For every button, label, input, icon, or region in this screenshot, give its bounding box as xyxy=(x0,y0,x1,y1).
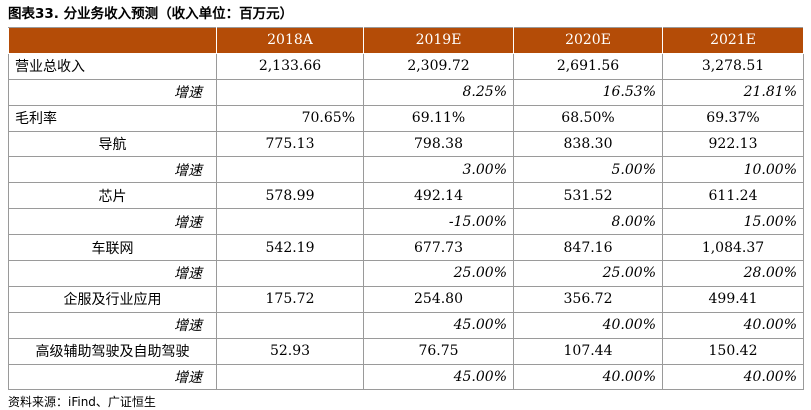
row-label: 导航 xyxy=(8,130,217,158)
table-row: 企服及行业应用 175.72 254.80 356.72 499.41 xyxy=(8,285,804,313)
table-cell: 40.00% xyxy=(513,363,663,391)
table-cell: 40.00% xyxy=(662,311,804,339)
growth-row: 增速 3.00% 5.00% 10.00% xyxy=(8,156,804,184)
growth-row: 增速 45.00% 40.00% 40.00% xyxy=(8,311,804,339)
table-cell: 254.80 xyxy=(363,285,514,313)
table-cell: 8.00% xyxy=(513,208,663,236)
table-cell: 150.42 xyxy=(662,337,804,365)
table-cell: 107.44 xyxy=(513,337,663,365)
column-header: 2018A xyxy=(216,27,364,54)
table-cell: 21.81% xyxy=(662,78,804,106)
row-label: 增速 xyxy=(8,156,217,184)
table-cell: 5.00% xyxy=(513,156,663,184)
table-cell: 45.00% xyxy=(363,311,514,339)
table-cell xyxy=(216,78,364,106)
table-cell: 847.16 xyxy=(513,234,663,262)
table-cell: 499.41 xyxy=(662,285,804,313)
column-header: 2020E xyxy=(513,27,663,54)
row-label: 增速 xyxy=(8,78,217,106)
table-cell xyxy=(216,208,364,236)
revenue-forecast-table: 2018A 2019E 2020E 2021E 营业总收入 2,133.66 2,3… xyxy=(8,27,804,391)
column-header: 2019E xyxy=(363,27,514,54)
row-label: 增速 xyxy=(8,208,217,236)
row-label: 芯片 xyxy=(8,182,217,210)
table-cell: 798.38 xyxy=(363,130,514,158)
table-cell: -15.00% xyxy=(363,208,514,236)
table-cell: 76.75 xyxy=(363,337,514,365)
table-cell: 25.00% xyxy=(513,260,663,287)
table-cell xyxy=(216,156,364,184)
table-cell: 578.99 xyxy=(216,182,364,210)
header-row: 2018A 2019E 2020E 2021E xyxy=(8,27,804,54)
table-cell: 2,691.56 xyxy=(513,52,663,80)
table-cell: 69.11% xyxy=(363,104,514,132)
table-cell: 3,278.51 xyxy=(662,52,804,80)
table-cell: 68.50% xyxy=(513,104,663,132)
figure-title: 图表33. 分业务收入预测（收入单位：百万元） xyxy=(8,6,294,22)
table-row: 导航 775.13 798.38 838.30 922.13 xyxy=(8,130,804,158)
row-label: 增速 xyxy=(8,311,217,339)
table-cell xyxy=(216,363,364,391)
growth-row: 增速 25.00% 25.00% 28.00% xyxy=(8,260,804,287)
growth-row: 增速 45.00% 40.00% 40.00% xyxy=(8,363,804,391)
table-cell: 8.25% xyxy=(363,78,514,106)
row-label: 企服及行业应用 xyxy=(8,285,217,313)
table-cell: 15.00% xyxy=(662,208,804,236)
header-blank-cell xyxy=(8,27,217,54)
table-cell: 1,084.37 xyxy=(662,234,804,262)
table-cell: 611.24 xyxy=(662,182,804,210)
table-cell: 69.37% xyxy=(662,104,804,132)
table-cell xyxy=(216,311,364,339)
row-label: 增速 xyxy=(8,363,217,391)
table-cell: 356.72 xyxy=(513,285,663,313)
table-cell: 45.00% xyxy=(363,363,514,391)
table-cell: 3.00% xyxy=(363,156,514,184)
row-label: 营业总收入 xyxy=(8,52,217,80)
source-note: 资料来源：iFind、广证恒生 xyxy=(8,395,156,409)
row-label: 增速 xyxy=(8,260,217,287)
table-cell: 775.13 xyxy=(216,130,364,158)
table-cell: 838.30 xyxy=(513,130,663,158)
table-cell: 531.52 xyxy=(513,182,663,210)
row-label: 车联网 xyxy=(8,234,217,262)
column-header: 2021E xyxy=(662,27,804,54)
table-cell: 542.19 xyxy=(216,234,364,262)
growth-row: 增速 8.25% 16.53% 21.81% xyxy=(8,78,804,106)
table-cell: 677.73 xyxy=(363,234,514,262)
row-label: 高级辅助驾驶及自助驾驶 xyxy=(8,337,217,365)
table-cell: 175.72 xyxy=(216,285,364,313)
table-cell: 2,133.66 xyxy=(216,52,364,80)
table-cell: 16.53% xyxy=(513,78,663,106)
table-cell: 40.00% xyxy=(513,311,663,339)
table-row: 车联网 542.19 677.73 847.16 1,084.37 xyxy=(8,234,804,262)
table-cell: 922.13 xyxy=(662,130,804,158)
table-cell: 25.00% xyxy=(363,260,514,287)
table-cell: 70.65% xyxy=(216,104,364,132)
growth-row: 增速 -15.00% 8.00% 15.00% xyxy=(8,208,804,236)
table-cell: 2,309.72 xyxy=(363,52,514,80)
table-cell: 10.00% xyxy=(662,156,804,184)
table-cell: 40.00% xyxy=(662,363,804,391)
table-row: 营业总收入 2,133.66 2,309.72 2,691.56 3,278.51 xyxy=(8,52,804,80)
table-cell xyxy=(216,260,364,287)
table-row: 高级辅助驾驶及自助驾驶 52.93 76.75 107.44 150.42 xyxy=(8,337,804,365)
table-row: 毛利率 70.65% 69.11% 68.50% 69.37% xyxy=(8,104,804,132)
table-cell: 28.00% xyxy=(662,260,804,287)
table-cell: 492.14 xyxy=(363,182,514,210)
row-label: 毛利率 xyxy=(8,104,217,132)
table-cell: 52.93 xyxy=(216,337,364,365)
table-row: 芯片 578.99 492.14 531.52 611.24 xyxy=(8,182,804,210)
